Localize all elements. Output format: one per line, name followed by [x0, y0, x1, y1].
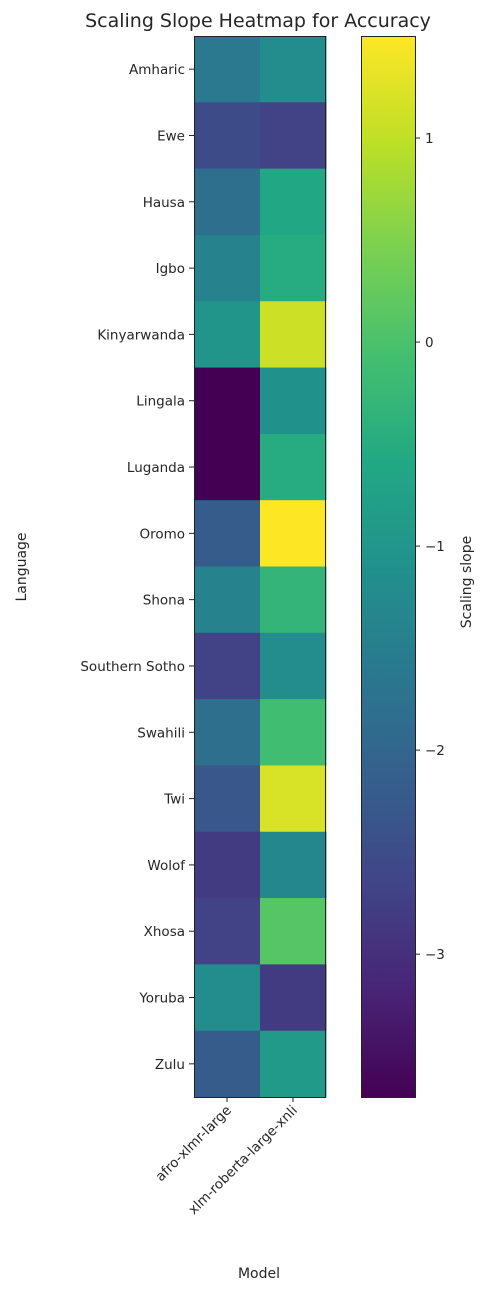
heatmap-cell	[260, 367, 327, 435]
heatmap-cell	[194, 102, 261, 170]
heatmap-cell	[194, 234, 261, 302]
heatmap-cell	[194, 765, 261, 833]
colorbar: 1 0 −1 −2 −3	[361, 36, 445, 1098]
heatmap-cell	[194, 301, 261, 369]
row-label: Yoruba	[138, 991, 185, 1007]
heatmap-cell	[260, 168, 327, 236]
heatmap-cell	[194, 168, 261, 236]
heatmap-cell	[194, 632, 261, 700]
row-label: Twi	[163, 792, 185, 808]
row-label: Lingala	[136, 394, 185, 410]
colorbar-frame	[361, 36, 416, 1098]
heatmap-cell	[194, 898, 261, 965]
chart-title: Scaling Slope Heatmap for Accuracy	[85, 10, 431, 32]
row-label: Kinyarwanda	[97, 327, 185, 343]
heatmap-cell	[260, 36, 327, 103]
row-label: Hausa	[143, 195, 185, 211]
heatmap-cell	[194, 566, 261, 634]
row-label: Southern Sotho	[80, 659, 185, 675]
colorbar-tick-label: −3	[425, 947, 445, 963]
row-label: Amharic	[129, 62, 185, 78]
heatmap-cell	[260, 964, 327, 1032]
heatmap-cell	[194, 500, 261, 567]
row-label: Zulu	[155, 1057, 185, 1073]
heatmap-cell	[194, 433, 261, 501]
heatmap-frame	[194, 36, 326, 1098]
heatmap-cell	[260, 500, 327, 567]
heatmap-cell	[194, 36, 261, 103]
heatmap-cell	[194, 367, 261, 435]
column-label: xlm-roberta-large-xnli	[185, 1103, 300, 1218]
row-label: Swahili	[137, 725, 185, 741]
heatmap-cell	[260, 898, 327, 965]
heatmap-cell	[260, 301, 327, 369]
heatmap-cells	[194, 36, 327, 1098]
heatmap-cell	[260, 765, 327, 833]
row-tick-labels: Amharic Ewe Hausa Igbo Kinyarwanda Lingala Lug…	[80, 62, 194, 1073]
colorbar-tick-label: 0	[425, 335, 434, 351]
heatmap-cell	[260, 1030, 327, 1098]
heatmap-cell	[194, 831, 261, 899]
heatmap-cell	[260, 102, 327, 170]
heatmap-cell	[194, 1030, 261, 1098]
colorbar-tick-label: −1	[425, 539, 445, 555]
row-label: Shona	[143, 593, 185, 609]
heatmap-cell	[194, 964, 261, 1032]
row-label: Luganda	[127, 460, 185, 476]
y-axis-label: Language	[14, 532, 30, 601]
row-label: Igbo	[156, 261, 185, 277]
heatmap-cell	[260, 831, 327, 899]
row-label: Ewe	[157, 128, 185, 144]
colorbar-label: Scaling slope	[459, 536, 475, 628]
heatmap-cell	[260, 566, 327, 634]
colorbar-ticks: 1 0 −1 −2 −3	[415, 131, 445, 963]
heatmap-cell	[260, 234, 327, 302]
colorbar-gradient	[361, 36, 415, 1097]
colorbar-tick-label: 1	[425, 131, 434, 147]
heatmap-cell	[194, 699, 261, 766]
row-label: Xhosa	[144, 924, 185, 940]
heatmap-cell	[260, 632, 327, 700]
x-axis-label: Model	[238, 1266, 280, 1282]
row-label: Oromo	[139, 526, 185, 542]
row-label: Wolof	[147, 858, 186, 874]
colorbar-tick-label: −2	[425, 743, 445, 759]
heatmap-cell	[260, 433, 327, 501]
heatmap-cell	[260, 699, 327, 766]
